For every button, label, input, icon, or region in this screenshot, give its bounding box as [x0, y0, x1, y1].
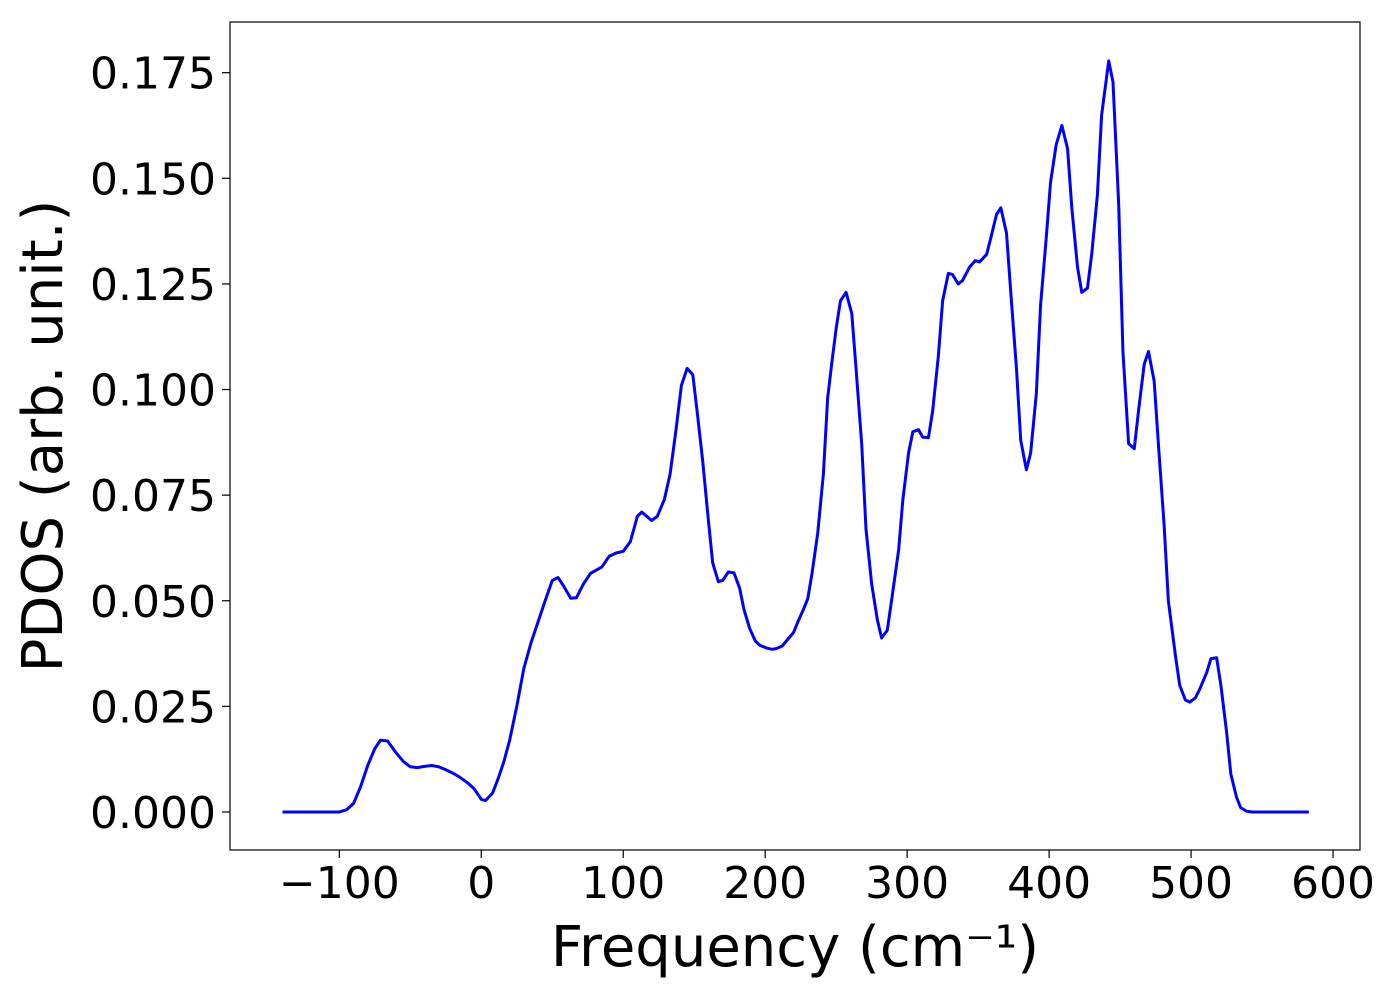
y-tick-label: 0.125	[90, 260, 216, 311]
x-tick-label: 300	[865, 858, 949, 909]
data-line	[282, 59, 1309, 814]
y-tick-label: 0.175	[90, 49, 216, 100]
x-tick-label: 600	[1291, 858, 1375, 909]
y-tick-label: 0.000	[90, 788, 216, 839]
y-tick-label: 0.150	[90, 154, 216, 205]
plot-frame	[229, 21, 1361, 851]
x-tick-label: 0	[467, 858, 495, 909]
y-tick-label: 0.050	[90, 577, 216, 628]
x-tick-label: −100	[279, 858, 400, 909]
x-axis-label: Frequency (cm⁻¹)	[551, 915, 1039, 980]
x-tick-label: 100	[581, 858, 665, 909]
x-tick-label: 400	[1007, 858, 1091, 909]
y-tick-label: 0.025	[90, 682, 216, 733]
y-axis-label: PDOS (arb. unit.)	[11, 200, 76, 673]
y-tick-label: 0.075	[90, 471, 216, 522]
x-tick-label: 200	[723, 858, 807, 909]
y-tick-label: 0.100	[90, 366, 216, 417]
x-tick-label: 500	[1149, 858, 1233, 909]
